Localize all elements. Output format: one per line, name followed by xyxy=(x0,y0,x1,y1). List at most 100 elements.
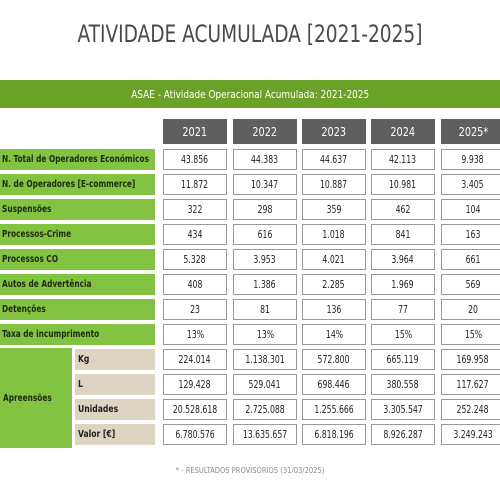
table-cell-text: 2.285 xyxy=(322,278,346,291)
table-cell: 77 xyxy=(371,299,435,320)
table-cell-text: 1.018 xyxy=(322,228,346,241)
row-label: N. Total de Operadores Económicos xyxy=(0,149,155,170)
row-label-text: Suspensões xyxy=(2,204,52,215)
table-cell: 1.255.666 xyxy=(302,399,366,420)
table-cell-text: 81 xyxy=(260,303,270,316)
table-cell-text: 43.856 xyxy=(181,153,209,166)
table-cell: 15% xyxy=(441,324,500,345)
row-label: Suspensões xyxy=(0,199,155,220)
table-cell-text: 23 xyxy=(190,303,200,316)
table-cell: 9.938 xyxy=(441,149,500,170)
year-header: 2025* xyxy=(441,119,500,144)
table-cell: 529.041 xyxy=(233,374,297,395)
table-cell: 44.383 xyxy=(233,149,297,170)
table-cell: 434 xyxy=(163,224,227,245)
table-cell: 2.285 xyxy=(302,274,366,295)
table-cell: 10.887 xyxy=(302,174,366,195)
table-cell-text: 8.926.287 xyxy=(383,428,423,441)
table-cell-text: 408 xyxy=(187,278,203,291)
table-cell-text: 169.958 xyxy=(456,353,490,366)
table-cell: 3.953 xyxy=(233,249,297,270)
table-cell-text: 20.528.618 xyxy=(172,403,218,416)
table-cell-text: 104 xyxy=(465,203,481,216)
table-cell: 6.780.576 xyxy=(163,424,227,445)
year-header: 2024 xyxy=(371,119,435,144)
table-cell-text: 42.113 xyxy=(389,153,417,166)
table-cell: 462 xyxy=(371,199,435,220)
sub-row-label-text: Kg xyxy=(78,354,90,365)
sub-row-label: L xyxy=(75,374,155,395)
table-cell-text: 163 xyxy=(465,228,481,241)
banner-text: ASAE - Atividade Operacional Acumulada: … xyxy=(131,87,369,101)
table-cell: 117.627 xyxy=(441,374,500,395)
table-cell: 104 xyxy=(441,199,500,220)
table-cell-text: 252.248 xyxy=(456,403,490,416)
row-label: N. de Operadores [E-commerce] xyxy=(0,174,155,195)
sub-row-label: Unidades xyxy=(75,399,155,420)
table-cell: 1.386 xyxy=(233,274,297,295)
table-cell-text: 1.969 xyxy=(391,278,415,291)
table-cell: 6.818.196 xyxy=(302,424,366,445)
table-cell-text: 572.800 xyxy=(317,353,351,366)
table-cell: 665.119 xyxy=(371,349,435,370)
table-cell-text: 6.780.576 xyxy=(175,428,215,441)
table-cell-text: 44.637 xyxy=(320,153,348,166)
year-header: 2021 xyxy=(163,119,227,144)
sub-row-label-text: L xyxy=(78,379,83,390)
table-cell: 3.249.243 xyxy=(441,424,500,445)
table-cell-text: 14% xyxy=(325,328,343,341)
sub-row-label-text: Unidades xyxy=(78,404,119,415)
table-cell: 13% xyxy=(163,324,227,345)
table-cell: 20.528.618 xyxy=(163,399,227,420)
year-header: 2023 xyxy=(302,119,366,144)
table-cell: 2.725.088 xyxy=(233,399,297,420)
table-cell: 13.635.657 xyxy=(233,424,297,445)
table-cell: 3.964 xyxy=(371,249,435,270)
table-cell-text: 3.405 xyxy=(461,178,485,191)
table-cell: 3.305.547 xyxy=(371,399,435,420)
group-label-apreensoes: Apreensões xyxy=(0,348,72,448)
table-cell-text: 13% xyxy=(186,328,204,341)
footnote: * - RESULTADOS PROVISÓRIOS (31/03/2025) xyxy=(175,466,325,475)
table-cell: 169.958 xyxy=(441,349,500,370)
year-header: 2022 xyxy=(233,119,297,144)
table-cell: 1.969 xyxy=(371,274,435,295)
table-cell: 616 xyxy=(233,224,297,245)
table-cell: 4.021 xyxy=(302,249,366,270)
table-cell: 1.018 xyxy=(302,224,366,245)
table-cell: 569 xyxy=(441,274,500,295)
table-cell: 10.347 xyxy=(233,174,297,195)
table-cell-text: 1.255.666 xyxy=(314,403,354,416)
table-cell-text: 322 xyxy=(187,203,203,216)
table-cell-text: 13% xyxy=(256,328,274,341)
sub-row-label: Valor [€] xyxy=(75,424,155,445)
table-cell: 81 xyxy=(233,299,297,320)
table-cell-text: 661 xyxy=(465,253,481,266)
table-cell: 224.014 xyxy=(163,349,227,370)
table-cell-text: 665.119 xyxy=(386,353,420,366)
table-cell: 359 xyxy=(302,199,366,220)
table-cell-text: 2.725.088 xyxy=(245,403,285,416)
year-header-text: 2025* xyxy=(458,124,488,139)
table-cell-text: 44.383 xyxy=(251,153,279,166)
table-cell: 8.926.287 xyxy=(371,424,435,445)
table-cell: 11.872 xyxy=(163,174,227,195)
table-cell-text: 462 xyxy=(395,203,411,216)
table-cell-text: 616 xyxy=(257,228,273,241)
table-cell-text: 434 xyxy=(187,228,203,241)
row-label-text: N. Total de Operadores Económicos xyxy=(2,154,149,165)
table-cell-text: 15% xyxy=(394,328,412,341)
table-cell-text: 117.627 xyxy=(456,378,490,391)
table-cell: 10.981 xyxy=(371,174,435,195)
row-label-text: Taxa de incumprimento xyxy=(2,329,100,340)
table-cell: 163 xyxy=(441,224,500,245)
table-cell-text: 13.635.657 xyxy=(242,428,288,441)
table-cell-text: 298 xyxy=(257,203,273,216)
table-cell-text: 11.872 xyxy=(181,178,209,191)
table-cell: 408 xyxy=(163,274,227,295)
group-label-text: Apreensões xyxy=(3,392,52,404)
table-cell: 322 xyxy=(163,199,227,220)
year-header-text: 2022 xyxy=(252,124,278,139)
table-cell-text: 224.014 xyxy=(178,353,212,366)
table-cell-text: 15% xyxy=(464,328,482,341)
